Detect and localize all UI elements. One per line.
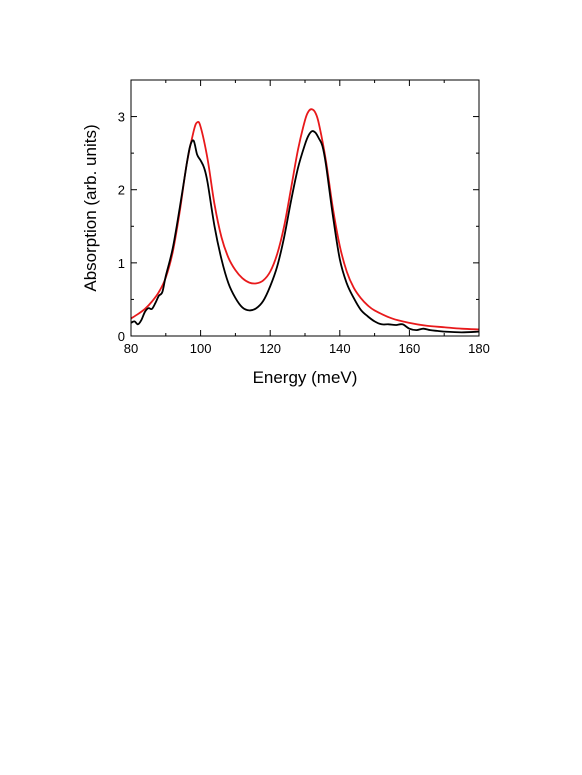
x-tick-label: 80 bbox=[124, 341, 138, 356]
x-axis-title: Energy (meV) bbox=[253, 368, 358, 387]
x-tick-label: 120 bbox=[259, 341, 281, 356]
y-tick-label: 1 bbox=[118, 256, 125, 271]
x-tick-label: 160 bbox=[399, 341, 421, 356]
y-tick-label: 0 bbox=[118, 329, 125, 344]
y-tick-label: 2 bbox=[118, 183, 125, 198]
series-line-2 bbox=[130, 130, 480, 334]
y-tick-label: 3 bbox=[118, 110, 125, 125]
ticks-layer: 80 100 120 140 160 180 0 1 2 3 bbox=[118, 79, 490, 356]
x-tick-label: 140 bbox=[329, 341, 351, 356]
series-layer bbox=[130, 108, 480, 334]
x-tick-label: 180 bbox=[468, 341, 490, 356]
y-axis-title: Absorption (arb. units) bbox=[81, 124, 100, 291]
x-tick-label: 100 bbox=[190, 341, 212, 356]
